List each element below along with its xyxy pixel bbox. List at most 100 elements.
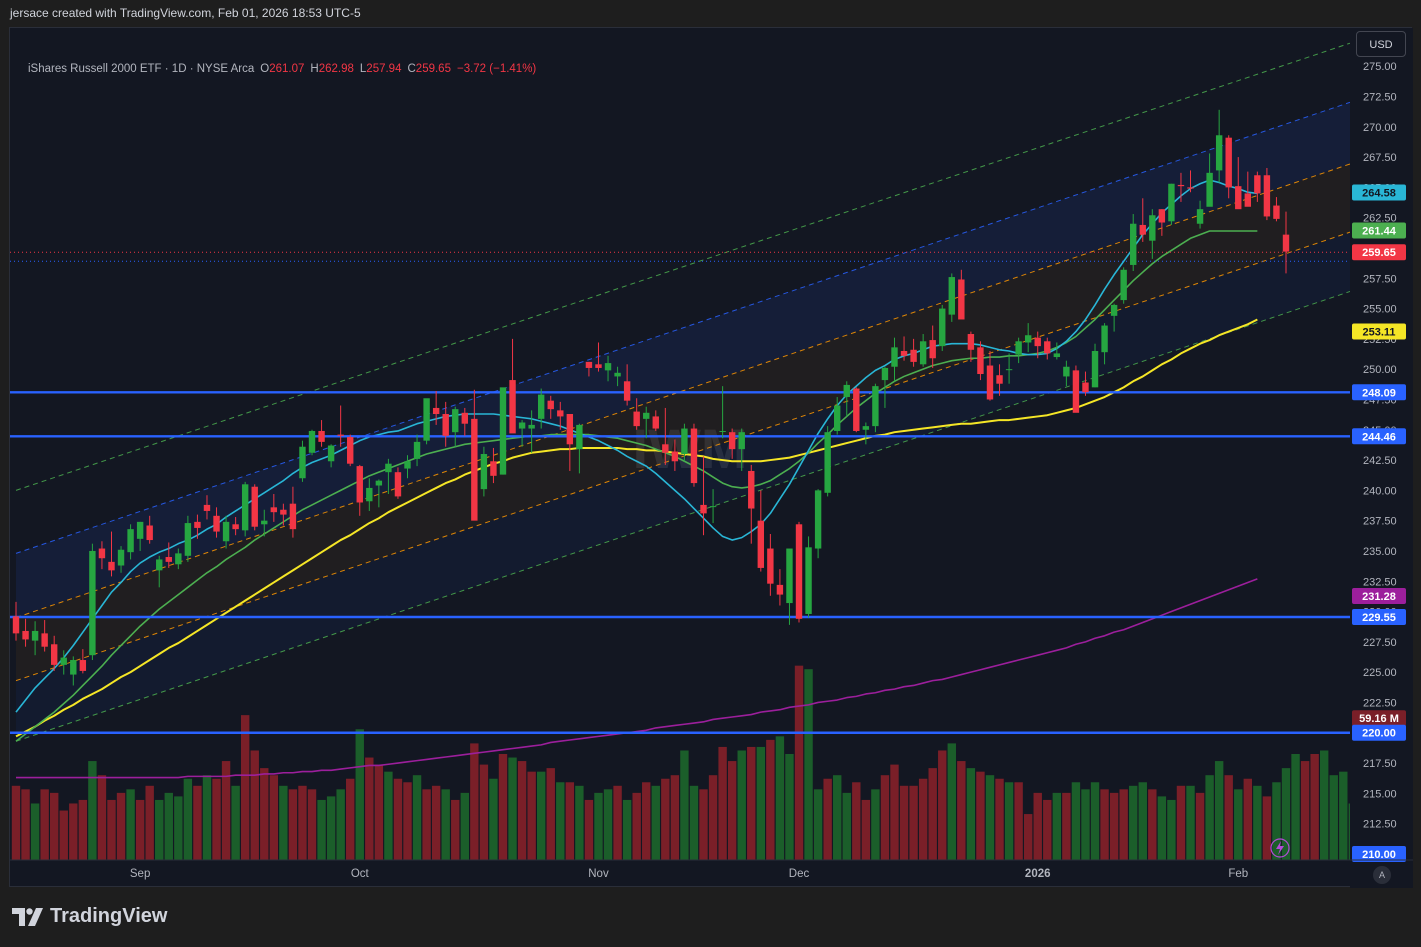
volume-bar	[1100, 789, 1109, 860]
volume-bar	[374, 764, 384, 860]
channel-middle-fill	[16, 163, 1350, 681]
volume-bar	[928, 768, 937, 860]
candle-body	[853, 388, 860, 431]
x-tick-label: Sep	[130, 868, 150, 880]
close-value: 259.65	[415, 63, 451, 75]
channel-line-1	[15, 101, 1351, 554]
volume-bar	[412, 775, 422, 860]
high-label: H	[310, 63, 319, 75]
volume-bar	[40, 789, 49, 860]
brand-name: TradingView	[50, 905, 168, 927]
candle-body	[1034, 337, 1041, 347]
y-tick-label: 267.50	[1363, 152, 1397, 164]
volume-bar	[298, 785, 307, 860]
auto-scale-button[interactable]: A	[1373, 866, 1391, 884]
candle-body	[719, 430, 726, 432]
candle-body	[958, 279, 965, 320]
volume-bar	[622, 799, 632, 860]
volume-bar	[221, 761, 231, 860]
volume-bar	[498, 754, 508, 860]
volume-bar	[59, 810, 68, 860]
candle-body	[375, 480, 383, 486]
volume-bar	[1234, 789, 1243, 860]
flash-icon-bolt	[1276, 841, 1284, 855]
volume-bar	[632, 792, 641, 860]
chart-frame: IWM275.00272.50270.00267.50265.00262.502…	[9, 27, 1413, 888]
candle-body	[862, 426, 870, 430]
candle-body	[461, 412, 468, 424]
candle-body	[709, 506, 717, 508]
candle-body	[41, 633, 48, 647]
candle-body	[643, 412, 650, 419]
volume-bar	[288, 789, 298, 860]
volume-bar	[1262, 796, 1272, 860]
y-tick-label: 272.50	[1363, 91, 1397, 103]
y-tick-label: 212.50	[1363, 819, 1397, 831]
price-label-box	[1352, 845, 1406, 862]
volume-bar	[833, 775, 842, 860]
volume-bar	[1014, 782, 1023, 860]
volume-bar	[689, 785, 699, 860]
volume-bar	[737, 750, 746, 860]
candle-body	[1273, 205, 1280, 219]
volume-bar	[813, 789, 823, 860]
volume-bar	[1214, 761, 1224, 860]
candle-body	[872, 386, 879, 427]
volume-bar	[718, 746, 727, 860]
change-value: −3.72 (−1.41%)	[456, 63, 537, 75]
sma-50-line	[15, 318, 1258, 738]
candle-body	[98, 548, 106, 559]
candle-body	[604, 363, 612, 371]
volume-bar	[613, 785, 622, 860]
y-tick-label: 275.00	[1363, 61, 1397, 73]
candle-body	[834, 405, 841, 431]
volume-bar	[69, 803, 78, 860]
currency-button[interactable]: USD	[1356, 31, 1406, 57]
y-tick-label: 240.00	[1363, 485, 1397, 497]
candle-body	[394, 472, 402, 497]
volume-bar	[11, 785, 21, 860]
candle-body	[767, 548, 774, 584]
candle-body	[79, 660, 87, 671]
candle-body	[347, 437, 354, 464]
price-label-box	[1352, 724, 1406, 741]
candle-body	[557, 410, 564, 417]
candle-body	[499, 387, 507, 475]
volume-bar	[871, 789, 880, 860]
candle-body	[413, 441, 421, 459]
volume-bar	[451, 799, 460, 860]
candle-body	[452, 409, 459, 433]
candle-body	[824, 432, 831, 493]
candle-body	[1187, 187, 1194, 189]
candle-body	[1082, 382, 1089, 393]
candle-body	[843, 384, 850, 398]
price-label: 248.09	[1362, 387, 1396, 399]
volume-bar	[326, 796, 336, 860]
volume-bar	[384, 771, 393, 860]
volume-bar	[1109, 792, 1119, 860]
candle-body	[1168, 183, 1175, 222]
candle-body	[662, 444, 669, 453]
volume-bar	[957, 761, 966, 860]
price-label: 59.16 M	[1359, 713, 1399, 725]
candle-body	[165, 557, 172, 562]
tradingview-logo: TradingView	[12, 905, 167, 928]
price-chart[interactable]: IWM275.00272.50270.00267.50265.00262.502…	[10, 28, 1413, 888]
x-tick-label: 2026	[1025, 868, 1051, 880]
candle-body	[1130, 223, 1137, 265]
volume-bar	[1205, 775, 1214, 860]
candle-body	[518, 422, 526, 429]
candle-body	[967, 334, 975, 350]
volume-bar	[1062, 792, 1071, 860]
candle-body	[203, 504, 211, 511]
y-tick-label: 250.00	[1363, 364, 1397, 376]
volume-bar	[651, 785, 660, 860]
candle-body	[89, 550, 96, 656]
volume-bar	[756, 746, 766, 860]
candle-body	[1091, 350, 1099, 388]
volume-bar	[842, 792, 851, 860]
candle-body	[1024, 335, 1032, 343]
candle-body	[748, 470, 755, 509]
candle-body	[919, 341, 927, 365]
candle-body	[156, 559, 163, 571]
